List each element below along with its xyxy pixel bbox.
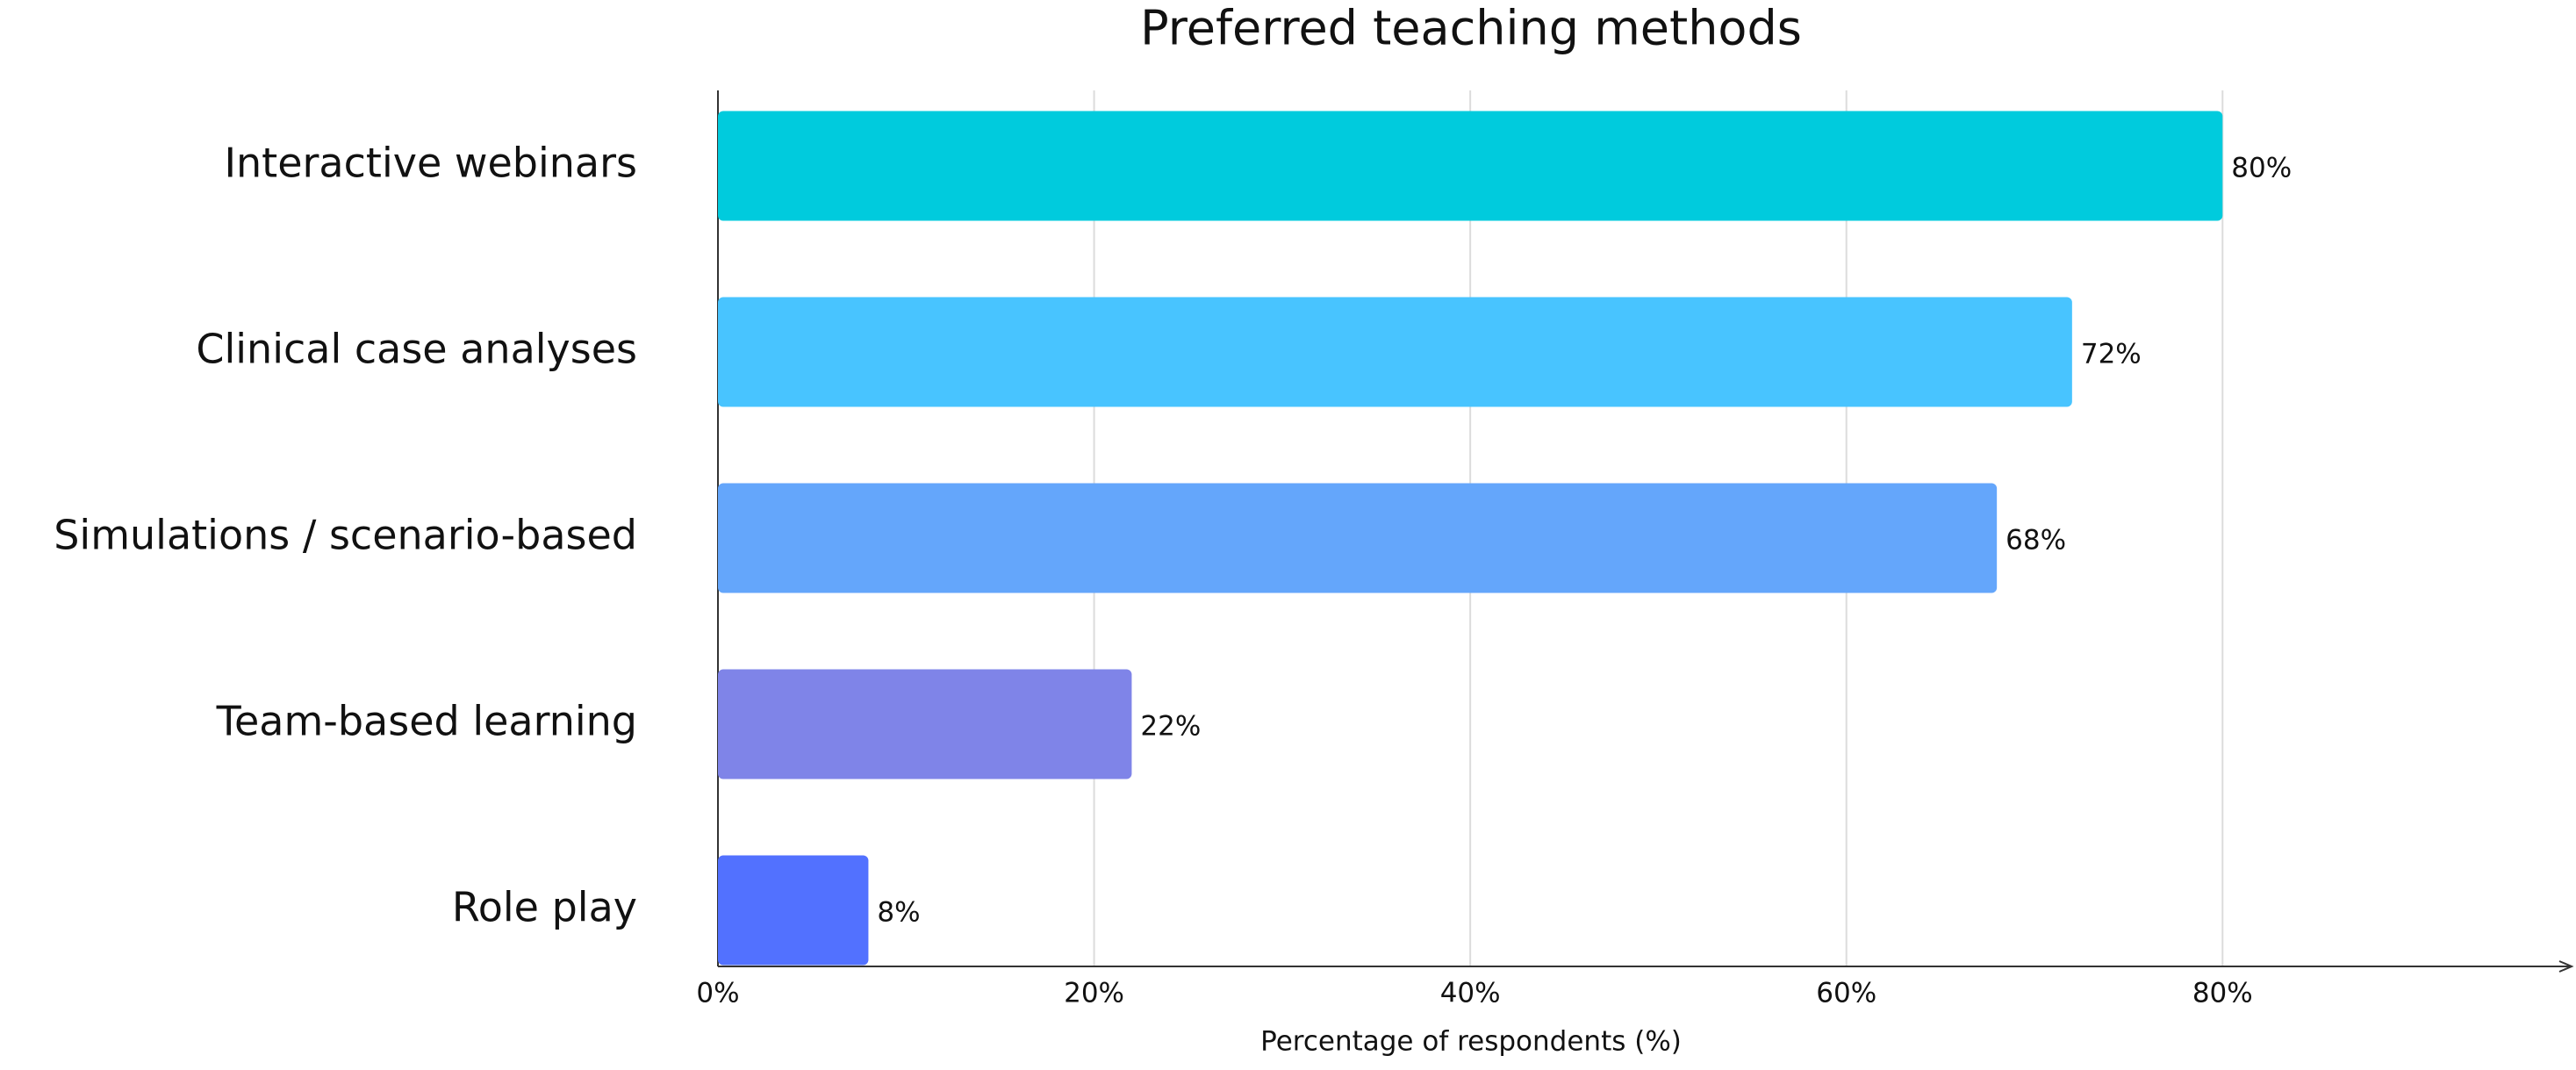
- x-tick-label: 40%: [1440, 978, 1501, 1009]
- value-label: 68%: [2006, 525, 2066, 557]
- x-tick-label: 0%: [696, 978, 739, 1009]
- bar: [718, 669, 1132, 779]
- value-label: 22%: [1140, 711, 1201, 743]
- y-tick-label: Simulations / scenario-based: [54, 512, 637, 559]
- bar: [718, 297, 2072, 407]
- axis-arrow: [2558, 960, 2574, 973]
- x-axis-label: Percentage of respondents (%): [1260, 1026, 1682, 1058]
- y-tick-label: Clinical case analyses: [196, 326, 637, 373]
- value-label: 72%: [2081, 339, 2142, 370]
- x-tick-label: 60%: [1816, 978, 1876, 1009]
- value-label: 80%: [2231, 153, 2292, 184]
- y-tick-label: Interactive webinars: [224, 140, 637, 187]
- bar: [718, 855, 869, 966]
- y-tick-label: Role play: [452, 884, 637, 931]
- x-tick-label: 80%: [2192, 978, 2253, 1009]
- bar: [718, 111, 2223, 221]
- y-tick-label: Team-based learning: [216, 698, 637, 745]
- chart-title: Preferred teaching methods: [1140, 1, 1802, 56]
- x-tick-label: 20%: [1064, 978, 1124, 1009]
- value-label: 8%: [877, 897, 920, 929]
- bar: [718, 483, 1998, 593]
